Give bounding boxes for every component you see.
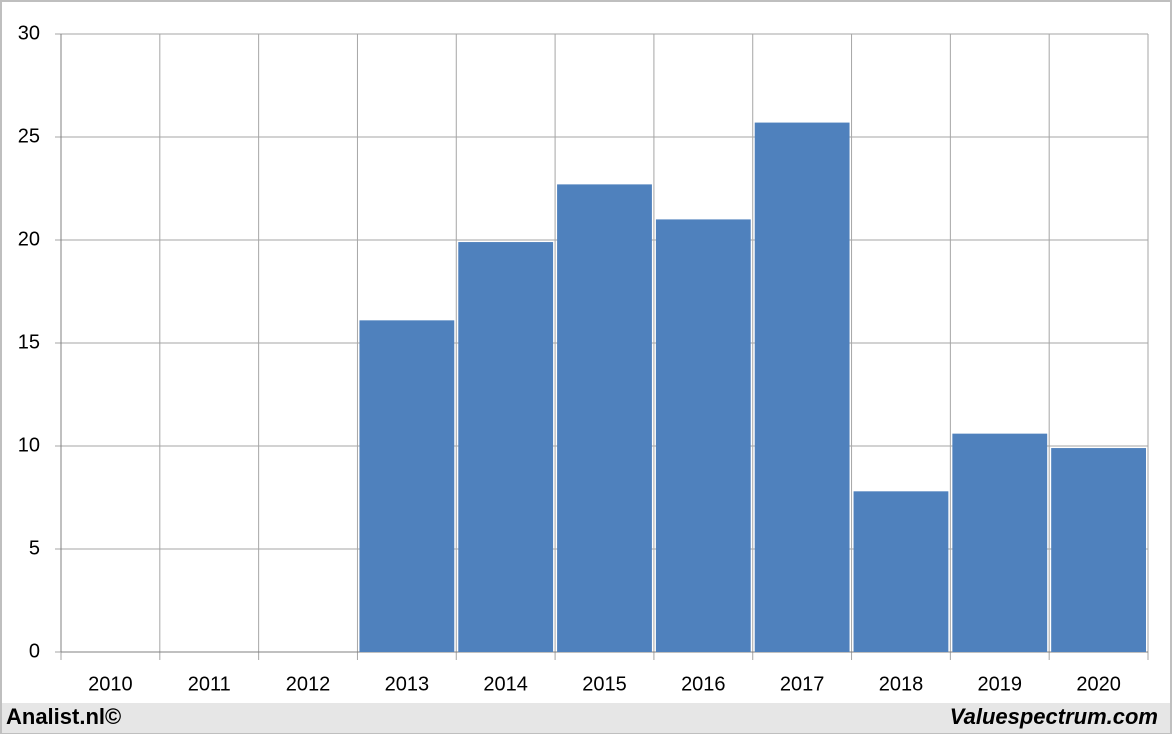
- y-tick-label: 5: [29, 537, 40, 559]
- bar: [458, 242, 554, 652]
- x-tick-label: 2012: [286, 673, 331, 695]
- y-tick-label: 30: [18, 22, 40, 44]
- y-tick-label: 10: [18, 434, 40, 456]
- bar: [557, 184, 652, 652]
- x-tick-label: 2017: [780, 673, 825, 695]
- x-tick-label: 2013: [385, 673, 430, 695]
- x-tick-label: 2010: [88, 673, 133, 695]
- y-tick-label: 15: [18, 331, 40, 353]
- y-tick-label: 25: [18, 125, 40, 147]
- x-tick-label: 2015: [582, 673, 627, 695]
- y-tick-label: 0: [29, 640, 40, 662]
- x-tick-label: 2016: [681, 673, 726, 695]
- footer-band: [2, 703, 1170, 733]
- x-tick-label: 2018: [879, 673, 924, 695]
- footer-right: Valuespectrum.com: [950, 704, 1158, 729]
- x-tick-label: 2014: [483, 673, 528, 695]
- bar: [359, 320, 455, 652]
- x-tick-label: 2019: [978, 673, 1023, 695]
- bar: [1051, 448, 1146, 652]
- bar: [655, 219, 751, 652]
- y-tick-label: 20: [18, 228, 40, 250]
- footer-left: Analist.nl©: [6, 704, 121, 729]
- bar: [754, 122, 850, 652]
- bar: [952, 433, 1048, 652]
- x-tick-label: 2011: [188, 673, 231, 695]
- x-tick-label: 2020: [1076, 673, 1121, 695]
- bar: [853, 491, 949, 652]
